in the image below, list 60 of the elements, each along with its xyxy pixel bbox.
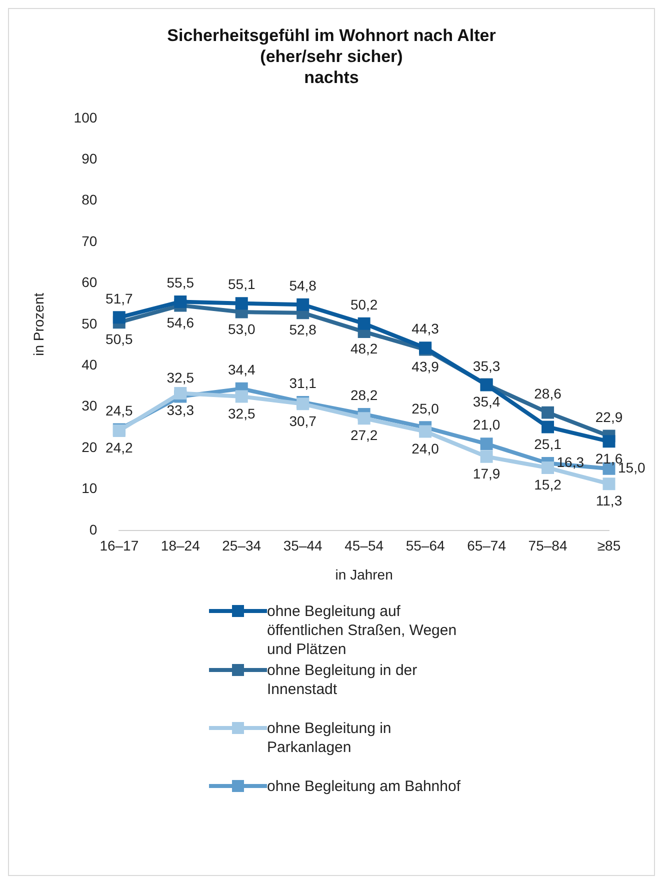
data-label: 28,6 — [534, 385, 562, 402]
y-tick-label: 70 — [82, 232, 98, 249]
data-label: 54,6 — [166, 314, 194, 330]
y-tick-label: 60 — [82, 274, 98, 290]
data-label: 24,5 — [106, 402, 133, 418]
data-label: 21,0 — [472, 416, 500, 433]
x-tick-label: 55–64 — [406, 538, 445, 554]
x-tick-label: 18–24 — [160, 538, 200, 554]
x-tick-label: 45–54 — [344, 538, 384, 554]
y-tick-label: 0 — [89, 521, 98, 538]
data-label: 50,5 — [106, 331, 133, 348]
y-tick-label: 90 — [82, 150, 98, 166]
data-label: 11,3 — [596, 492, 622, 509]
data-label: 32,5 — [228, 405, 256, 422]
data-label: 25,0 — [412, 400, 440, 416]
data-label: 25,1 — [534, 436, 562, 452]
x-tick-label: 75–84 — [528, 538, 568, 554]
y-tick-label: 30 — [82, 398, 98, 414]
data-label: 32,5 — [166, 369, 194, 386]
data-label: 17,9 — [472, 466, 500, 482]
data-label: 54,8 — [289, 277, 317, 294]
y-tick-label: 20 — [82, 438, 98, 455]
chart-subtitle: nachts — [303, 67, 360, 88]
data-label: 31,1 — [289, 375, 317, 392]
data-label: 34,4 — [228, 362, 256, 378]
data-label: 35,3 — [472, 358, 500, 374]
data-label: 55,5 — [166, 274, 194, 291]
data-label: 24,0 — [412, 440, 440, 456]
x-tick-label: 16–17 — [100, 538, 139, 554]
y-axis-title: in Prozent — [30, 292, 46, 356]
data-label: 50,2 — [350, 296, 378, 312]
data-label: 43,9 — [412, 358, 440, 374]
data-label: 22,9 — [595, 408, 623, 425]
data-label: 51,7 — [106, 290, 133, 306]
y-tick-label: 10 — [82, 480, 98, 496]
x-tick-label: 25–34 — [222, 538, 262, 554]
data-label: 53,0 — [228, 320, 256, 337]
x-axis-title: in Jahren — [335, 566, 393, 582]
data-label: 55,1 — [228, 276, 256, 292]
data-label: 15,2 — [534, 476, 562, 493]
data-label: 35,4 — [472, 393, 500, 410]
chart-title: Sicherheitsgefühl im Wohnort nach Alter (eher/sehr sicher) — [166, 25, 497, 67]
data-label: 28,2 — [350, 387, 378, 404]
x-tick-label: 35–44 — [283, 538, 323, 554]
legend-label: ohne Begleitung am Bahnhof — [267, 777, 462, 796]
y-tick-label: 40 — [82, 356, 98, 372]
legend-label: ohne Begleitung in Parkanlagen — [267, 719, 392, 757]
data-label: 52,8 — [289, 322, 317, 338]
data-label: 48,2 — [350, 340, 378, 357]
legend-label: ohne Begleitung in der Innenstadt — [267, 661, 418, 699]
y-tick-label: 80 — [82, 192, 98, 208]
data-label: 27,2 — [350, 427, 378, 444]
data-label: 30,7 — [289, 412, 317, 429]
data-label: 33,3 — [166, 402, 194, 418]
data-label: 24,2 — [106, 440, 133, 456]
y-tick-label: 100 — [74, 109, 98, 126]
x-tick-label: 65–74 — [467, 538, 506, 554]
x-tick-label: ≥85 — [597, 538, 621, 554]
y-tick-label: 50 — [82, 315, 98, 332]
data-label: 44,3 — [412, 320, 440, 337]
